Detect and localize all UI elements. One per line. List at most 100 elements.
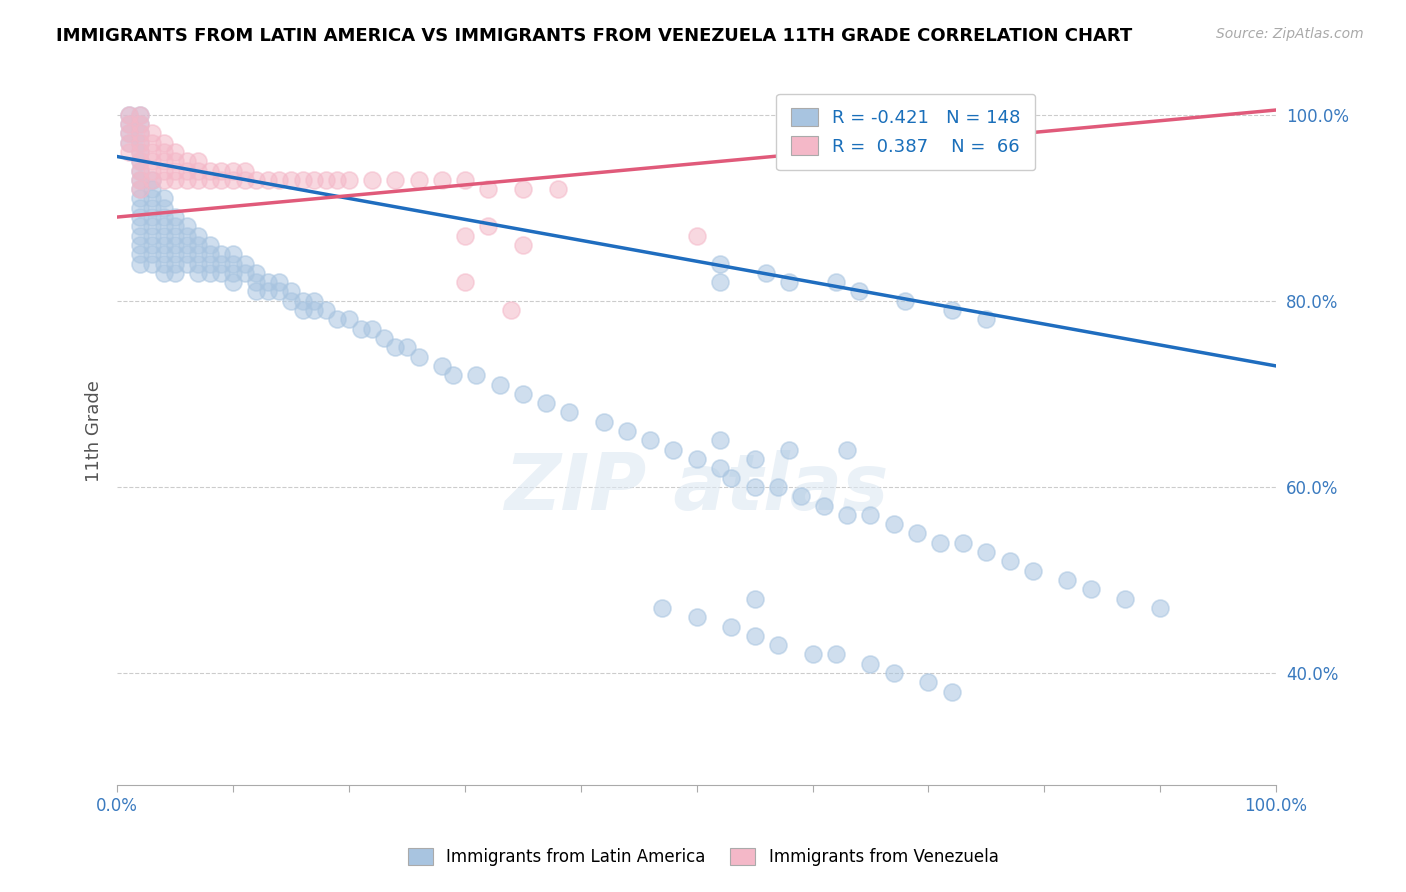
Point [941,303,963,318]
Point [187,238,209,252]
Point [129,247,152,261]
Point [176,173,198,187]
Point [129,201,152,215]
Point [744,480,766,494]
Point [257,173,280,187]
Point [512,238,534,252]
Point [280,173,302,187]
Point [129,182,152,196]
Point [198,173,221,187]
Point [512,182,534,196]
Point [129,163,152,178]
Point [512,387,534,401]
Point [152,145,174,159]
Point [291,293,314,308]
Point [547,182,569,196]
Point [430,359,453,373]
Point [187,256,209,270]
Point [141,136,163,150]
Point [245,275,267,289]
Point [280,293,302,308]
Point [766,480,789,494]
Point [222,247,245,261]
Point [1149,601,1171,615]
Point [1114,591,1136,606]
Point [222,256,245,270]
Point [118,136,141,150]
Point [824,648,846,662]
Point [755,266,778,280]
Point [859,508,882,522]
Point [176,219,198,234]
Point [778,275,800,289]
Point [187,173,209,187]
Point [165,238,187,252]
Point [395,340,418,354]
Point [176,228,198,243]
Point [129,126,152,140]
Point [257,285,280,299]
Point [269,275,291,289]
Point [291,173,314,187]
Point [315,173,337,187]
Point [222,173,245,187]
Point [501,303,523,318]
Point [222,275,245,289]
Point [269,285,291,299]
Point [129,117,152,131]
Point [302,293,325,308]
Point [129,145,152,159]
Point [152,238,174,252]
Point [152,136,174,150]
Point [152,154,174,169]
Point [1056,573,1078,587]
Point [141,210,163,224]
Point [651,601,673,615]
Point [534,396,557,410]
Point [778,442,800,457]
Point [790,489,813,503]
Point [176,256,198,270]
Point [454,275,477,289]
Point [129,173,152,187]
Point [952,535,974,549]
Point [152,191,174,205]
Text: IMMIGRANTS FROM LATIN AMERICA VS IMMIGRANTS FROM VENEZUELA 11TH GRADE CORRELATIO: IMMIGRANTS FROM LATIN AMERICA VS IMMIGRA… [56,27,1132,45]
Point [211,163,233,178]
Point [233,266,256,280]
Point [165,228,187,243]
Text: Source: ZipAtlas.com: Source: ZipAtlas.com [1216,27,1364,41]
Point [141,145,163,159]
Point [141,247,163,261]
Point [291,303,314,318]
Point [118,108,141,122]
Point [894,293,917,308]
Point [744,591,766,606]
Point [129,108,152,122]
Point [720,470,742,484]
Point [233,256,256,270]
Point [373,331,395,345]
Point [233,173,256,187]
Point [211,173,233,187]
Point [1022,564,1045,578]
Point [141,238,163,252]
Y-axis label: 11th Grade: 11th Grade [86,380,103,482]
Point [118,126,141,140]
Point [941,684,963,698]
Point [152,266,174,280]
Point [384,340,406,354]
Point [430,173,453,187]
Legend: Immigrants from Latin America, Immigrants from Venezuela: Immigrants from Latin America, Immigrant… [399,840,1007,875]
Point [454,228,477,243]
Point [720,619,742,633]
Point [349,322,371,336]
Point [129,145,152,159]
Point [187,266,209,280]
Point [152,256,174,270]
Point [176,247,198,261]
Point [118,126,141,140]
Point [269,173,291,187]
Point [222,266,245,280]
Point [211,247,233,261]
